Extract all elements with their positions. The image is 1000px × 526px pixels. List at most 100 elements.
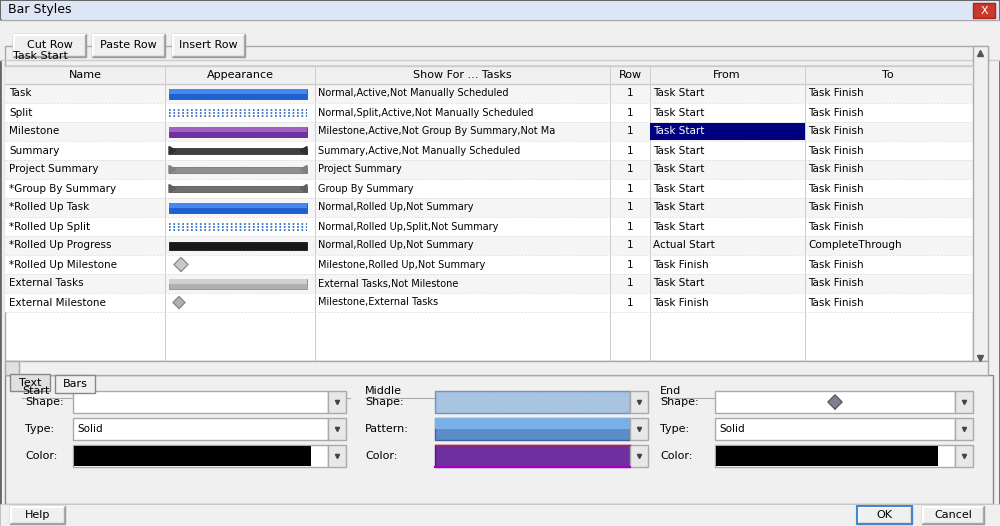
- Text: External Milestone: External Milestone: [9, 298, 106, 308]
- Text: 1: 1: [627, 88, 633, 98]
- Text: Color:: Color:: [25, 451, 57, 461]
- Text: Task Finish: Task Finish: [808, 165, 864, 175]
- Text: Normal,Active,Not Manually Scheduled: Normal,Active,Not Manually Scheduled: [318, 88, 509, 98]
- Text: Task Finish: Task Finish: [808, 259, 864, 269]
- Bar: [5, 361, 988, 375]
- Text: Start: Start: [22, 386, 49, 396]
- Bar: [169, 88, 307, 98]
- Text: End: End: [660, 386, 681, 396]
- Text: Task Start: Task Start: [13, 51, 68, 61]
- Text: CompleteThrough: CompleteThrough: [808, 240, 902, 250]
- Bar: [0, 20, 1000, 60]
- Text: Group By Summary: Group By Summary: [318, 184, 414, 194]
- Bar: [435, 445, 630, 467]
- Bar: [5, 274, 973, 293]
- Bar: [5, 66, 973, 84]
- Bar: [74, 446, 311, 466]
- Bar: [328, 445, 346, 467]
- Bar: [973, 3, 995, 18]
- Text: Task: Task: [9, 88, 32, 98]
- Text: 1: 1: [627, 184, 633, 194]
- Bar: [435, 418, 630, 440]
- Text: Task Finish: Task Finish: [808, 203, 864, 213]
- Text: Milestone,Active,Not Group By Summary,Not Ma: Milestone,Active,Not Group By Summary,No…: [318, 126, 555, 137]
- Text: Normal,Rolled Up,Not Summary: Normal,Rolled Up,Not Summary: [318, 240, 474, 250]
- Text: OK: OK: [876, 510, 893, 520]
- Text: From: From: [713, 70, 741, 80]
- Text: Task Start: Task Start: [653, 107, 704, 117]
- Text: To: To: [882, 70, 894, 80]
- Bar: [169, 88, 307, 94]
- Text: Type:: Type:: [660, 424, 689, 434]
- Text: Cancel: Cancel: [934, 510, 972, 520]
- Bar: [5, 46, 988, 66]
- Text: Split: Split: [9, 107, 32, 117]
- Bar: [857, 506, 912, 524]
- Bar: [955, 418, 973, 440]
- Polygon shape: [300, 166, 307, 174]
- Bar: [630, 445, 648, 467]
- Bar: [955, 445, 973, 467]
- Text: Shape:: Shape:: [25, 397, 64, 407]
- Text: 1: 1: [627, 107, 633, 117]
- Text: Task Finish: Task Finish: [808, 146, 864, 156]
- Bar: [5, 122, 973, 141]
- Bar: [973, 46, 988, 361]
- Text: Solid: Solid: [77, 424, 103, 434]
- Text: Row: Row: [618, 70, 642, 80]
- Text: Help: Help: [25, 510, 50, 520]
- Text: 1: 1: [627, 259, 633, 269]
- Bar: [169, 203, 307, 207]
- Bar: [715, 418, 955, 440]
- Text: *Rolled Up Milestone: *Rolled Up Milestone: [9, 259, 117, 269]
- Text: Normal,Rolled Up,Not Summary: Normal,Rolled Up,Not Summary: [318, 203, 474, 213]
- Text: Task Start: Task Start: [653, 221, 704, 231]
- Bar: [55, 375, 95, 393]
- Text: Type:: Type:: [25, 424, 54, 434]
- Bar: [169, 186, 307, 191]
- Text: *Rolled Up Split: *Rolled Up Split: [9, 221, 90, 231]
- Bar: [1, 1, 999, 19]
- Bar: [73, 391, 328, 413]
- Bar: [5, 255, 973, 274]
- Text: *Rolled Up Task: *Rolled Up Task: [9, 203, 89, 213]
- Text: External Tasks,Not Milestone: External Tasks,Not Milestone: [318, 278, 458, 288]
- Bar: [5, 160, 973, 179]
- Text: Bars: Bars: [63, 379, 87, 389]
- Text: Cut Row: Cut Row: [27, 41, 72, 50]
- Text: 1: 1: [627, 221, 633, 231]
- Polygon shape: [174, 258, 188, 271]
- Polygon shape: [169, 185, 176, 193]
- Text: Color:: Color:: [365, 451, 397, 461]
- Bar: [5, 236, 973, 255]
- Text: Solid: Solid: [719, 424, 745, 434]
- Bar: [857, 506, 912, 524]
- Text: Task Start: Task Start: [653, 203, 704, 213]
- Text: Task Finish: Task Finish: [808, 298, 864, 308]
- Text: Color:: Color:: [660, 451, 692, 461]
- Text: Summary: Summary: [9, 146, 59, 156]
- Bar: [5, 375, 993, 504]
- Text: Bar Styles: Bar Styles: [8, 4, 72, 16]
- Bar: [630, 418, 648, 440]
- Bar: [5, 141, 973, 160]
- Text: Task Finish: Task Finish: [653, 259, 709, 269]
- Text: 1: 1: [627, 240, 633, 250]
- Text: Paste Row: Paste Row: [100, 41, 157, 50]
- Bar: [436, 392, 629, 412]
- Bar: [328, 391, 346, 413]
- Bar: [73, 445, 328, 467]
- Text: Task Start: Task Start: [653, 278, 704, 288]
- Polygon shape: [300, 185, 307, 193]
- Text: 1: 1: [627, 126, 633, 137]
- Polygon shape: [173, 297, 185, 309]
- Bar: [169, 147, 307, 154]
- Text: Task Finish: Task Finish: [808, 278, 864, 288]
- Text: Show For ... Tasks: Show For ... Tasks: [413, 70, 511, 80]
- Bar: [169, 167, 307, 173]
- Text: Project Summary: Project Summary: [318, 165, 402, 175]
- Text: X: X: [980, 6, 988, 16]
- Bar: [5, 103, 973, 122]
- Bar: [715, 391, 955, 413]
- Polygon shape: [169, 147, 176, 155]
